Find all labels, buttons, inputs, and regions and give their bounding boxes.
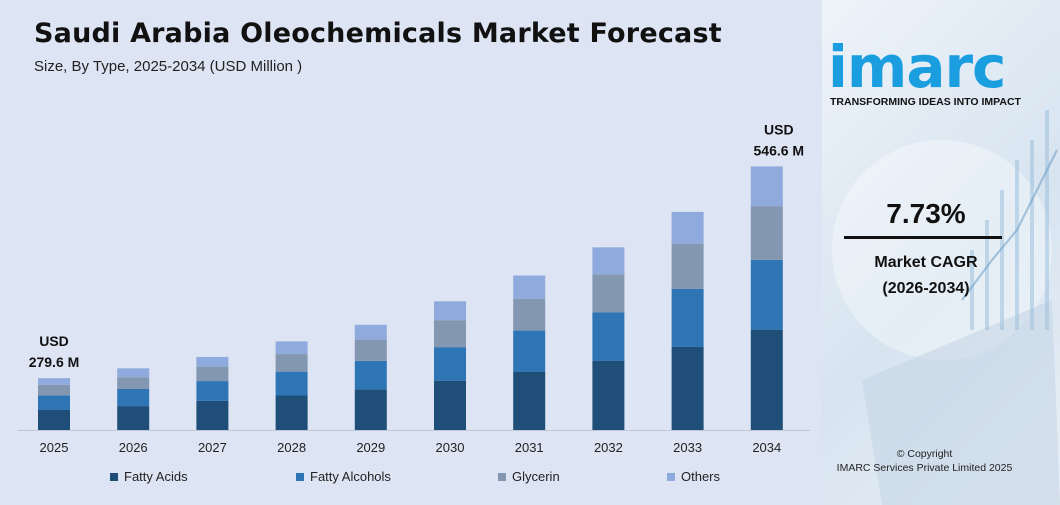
x-tick-label-2029: 2029	[356, 440, 385, 455]
bar-segment-fatty-acids-2026	[117, 406, 150, 430]
x-tick-label-2034: 2034	[752, 440, 781, 455]
legend-label: Others	[681, 469, 721, 484]
legend-item-others: Others	[667, 469, 720, 484]
data-label-2025-line1: USD	[39, 333, 69, 349]
x-tick-label-2031: 2031	[515, 440, 544, 455]
legend-label: Fatty Acids	[124, 469, 188, 484]
chart-title: Saudi Arabia Oleochemicals Market Foreca…	[34, 18, 722, 49]
background-decoration	[832, 110, 1060, 505]
bar-segment-glycerin-2032	[592, 274, 625, 313]
bar-segment-glycerin-2029	[354, 339, 387, 361]
bar-segment-glycerin-2030	[434, 320, 466, 348]
logo-tagline: TRANSFORMING IDEAS INTO IMPACT	[830, 96, 1021, 108]
legend-swatch	[498, 472, 506, 481]
bar-segment-glycerin-2033	[671, 243, 704, 289]
bar-segment-fatty-acids-2032	[592, 360, 625, 430]
bar-segment-fatty-alcohols-2025	[38, 395, 70, 410]
legend-swatch	[110, 472, 118, 481]
legend-item-fatty-alcohols: Fatty Alcohols	[296, 469, 391, 484]
bar-segment-fatty-alcohols-2029	[354, 360, 387, 390]
bar-segment-fatty-acids-2030	[434, 380, 466, 430]
bar-segment-fatty-alcohols-2030	[434, 347, 466, 381]
data-label-2034-line1: USD	[764, 121, 794, 137]
legend-item-glycerin: Glycerin	[498, 469, 560, 484]
chart-subtitle: Size, By Type, 2025-2034 (USD Million )	[34, 58, 303, 75]
bar-segment-fatty-acids-2027	[196, 400, 229, 430]
bar-segment-fatty-alcohols-2033	[671, 288, 704, 347]
bar-segment-glycerin-2034	[750, 206, 783, 260]
bar-segment-others-2025	[38, 378, 70, 385]
bar-segment-fatty-alcohols-2026	[117, 388, 150, 407]
bar-segment-others-2032	[592, 247, 625, 275]
copyright-line-1: © Copyright	[896, 448, 953, 460]
legend-label: Fatty Alcohols	[310, 469, 391, 484]
cagr-divider	[844, 236, 1002, 239]
cagr-period: (2026-2034)	[882, 280, 970, 297]
imarc-logo: imarc	[828, 33, 1006, 101]
bar-segment-glycerin-2027	[196, 366, 229, 382]
bar-segment-fatty-acids-2029	[354, 389, 387, 430]
x-tick-label-2027: 2027	[198, 440, 227, 455]
bar-segment-glycerin-2026	[117, 377, 150, 389]
x-tick-label-2033: 2033	[673, 440, 702, 455]
bar-segment-fatty-acids-2031	[513, 371, 546, 430]
bar-segment-others-2027	[196, 356, 229, 367]
x-tick-label-2032: 2032	[594, 440, 623, 455]
bar-segment-others-2030	[434, 301, 466, 321]
cagr-label: Market CAGR	[874, 254, 978, 271]
x-tick-label-2025: 2025	[40, 440, 69, 455]
legend-swatch	[667, 472, 675, 481]
brand-sidebar: imarc TRANSFORMING IDEAS INTO IMPACT 7.7…	[822, 0, 1060, 505]
bar-segment-others-2029	[354, 324, 387, 340]
data-label-2025-line2: 279.6 M	[29, 354, 80, 370]
x-tick-label-2030: 2030	[436, 440, 465, 455]
bar-segment-glycerin-2028	[275, 354, 308, 372]
bar-segment-glycerin-2031	[513, 298, 546, 331]
chart-legend: Fatty Acids Fatty Alcohols Glycerin Others	[0, 469, 822, 489]
legend-item-fatty-acids: Fatty Acids	[110, 469, 188, 484]
cagr-value: 7.73%	[886, 198, 966, 229]
bar-segment-fatty-alcohols-2034	[750, 259, 783, 330]
bar-segment-fatty-acids-2034	[750, 329, 783, 430]
bar-segment-fatty-alcohols-2028	[275, 371, 308, 396]
bar-segment-fatty-alcohols-2032	[592, 312, 625, 361]
bar-segment-fatty-alcohols-2031	[513, 330, 546, 372]
x-tick-label-2026: 2026	[119, 440, 148, 455]
bar-segment-others-2028	[275, 341, 308, 355]
chart-panel: Saudi Arabia Oleochemicals Market Foreca…	[0, 0, 822, 505]
bar-segment-others-2034	[750, 166, 783, 207]
legend-label: Glycerin	[512, 469, 560, 484]
bar-segment-fatty-acids-2033	[671, 346, 704, 430]
bar-segment-others-2033	[671, 211, 704, 244]
bar-segment-others-2026	[117, 368, 150, 378]
bar-segment-fatty-alcohols-2027	[196, 381, 229, 401]
bar-segment-fatty-acids-2025	[38, 409, 70, 430]
stacked-bar-plot: 2025 2026 2027 2028 2029 2030 2031 2032 2033 2034…	[18, 121, 810, 455]
data-label-2034-line2: 546.6 M	[754, 142, 805, 158]
bar-segment-glycerin-2025	[38, 384, 70, 396]
bar-segment-fatty-acids-2028	[275, 395, 308, 430]
legend-swatch	[296, 472, 304, 481]
copyright-line-2: IMARC Services Private Limited 2025	[836, 462, 1013, 474]
bar-segment-others-2031	[513, 275, 546, 299]
x-tick-label-2028: 2028	[277, 440, 306, 455]
